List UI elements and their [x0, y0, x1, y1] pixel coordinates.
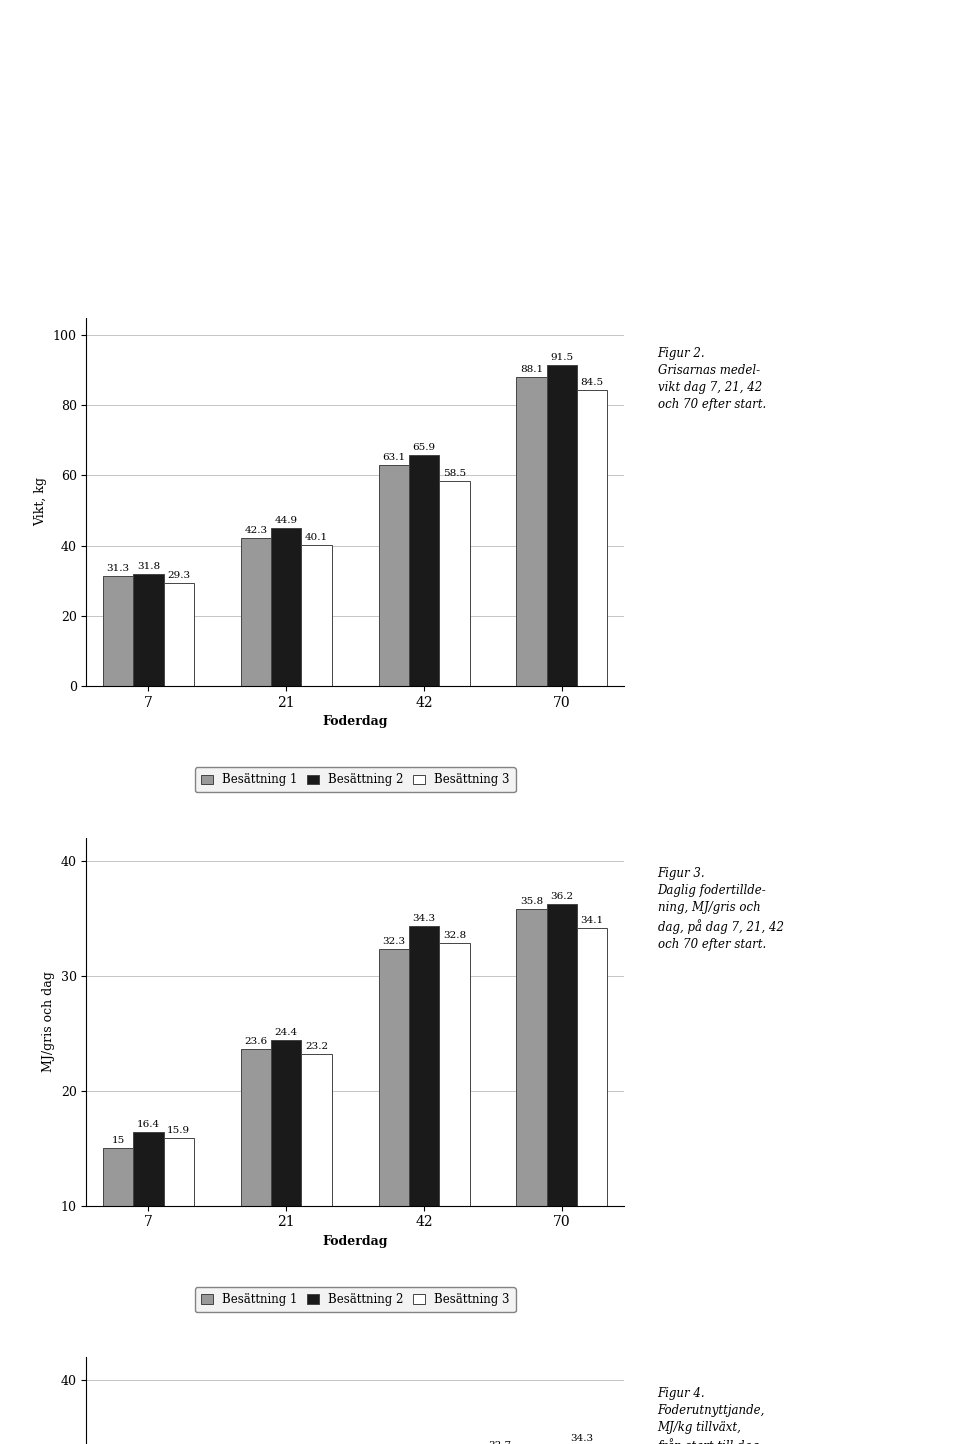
Text: 88.1: 88.1 [520, 365, 543, 374]
Text: 32.3: 32.3 [382, 937, 405, 946]
Text: 31.3: 31.3 [107, 565, 130, 573]
Text: 84.5: 84.5 [581, 378, 604, 387]
Text: 23.6: 23.6 [245, 1037, 268, 1047]
Text: 16.4: 16.4 [137, 1121, 160, 1129]
Legend: Besättning 1, Besättning 2, Besättning 3: Besättning 1, Besättning 2, Besättning 3 [195, 767, 516, 793]
Bar [301, 1054, 332, 1321]
Bar [241, 537, 271, 686]
Bar [163, 583, 194, 686]
Text: 34.3: 34.3 [413, 914, 436, 923]
Bar [409, 455, 440, 686]
Bar [133, 575, 163, 686]
Text: 91.5: 91.5 [550, 354, 573, 362]
Bar [378, 465, 409, 686]
Text: 29.3: 29.3 [167, 572, 190, 580]
Bar [516, 908, 547, 1321]
Bar [516, 377, 547, 686]
Bar [378, 949, 409, 1321]
Bar [577, 390, 608, 686]
Text: 34.3: 34.3 [570, 1434, 593, 1443]
Text: 32.8: 32.8 [443, 931, 466, 940]
Text: 63.1: 63.1 [382, 452, 405, 462]
Text: 35.8: 35.8 [520, 897, 543, 905]
X-axis label: Foderdag: Foderdag [323, 715, 388, 728]
Bar [271, 529, 301, 686]
Text: Figur 4.
Foderutnyttjande,
MJ/kg tillväxt,
från start till dag
21, 42 och 70.: Figur 4. Foderutnyttjande, MJ/kg tillväx… [658, 1386, 765, 1444]
Bar [271, 1040, 301, 1321]
Bar [577, 928, 608, 1321]
Text: 15.9: 15.9 [167, 1126, 190, 1135]
Y-axis label: Vikt, kg: Vikt, kg [35, 478, 47, 526]
Bar [440, 481, 469, 686]
X-axis label: Foderdag: Foderdag [323, 1235, 388, 1248]
Text: Figur 3.
Daglig fodertillde-
ning, MJ/gris och
dag, på dag 7, 21, 42
och 70 efte: Figur 3. Daglig fodertillde- ning, MJ/gr… [658, 866, 783, 950]
Legend: Besättning 1, Besättning 2, Besättning 3: Besättning 1, Besättning 2, Besättning 3 [195, 1287, 516, 1313]
Bar [133, 1132, 163, 1321]
Text: 36.2: 36.2 [550, 892, 573, 901]
Bar [163, 1138, 194, 1321]
Bar [547, 904, 577, 1321]
Bar [440, 943, 469, 1321]
Text: 42.3: 42.3 [245, 526, 268, 534]
Text: 34.1: 34.1 [581, 917, 604, 926]
Text: 65.9: 65.9 [413, 443, 436, 452]
Text: 23.2: 23.2 [305, 1043, 328, 1051]
Text: 31.8: 31.8 [137, 562, 160, 572]
Bar [409, 926, 440, 1321]
Text: 40.1: 40.1 [305, 533, 328, 543]
Text: 15: 15 [111, 1136, 125, 1145]
Bar [241, 1050, 271, 1321]
Bar [547, 365, 577, 686]
Bar [103, 1148, 133, 1321]
Bar [103, 576, 133, 686]
Text: Figur 2.
Grisarnas medel-
vikt dag 7, 21, 42
och 70 efter start.: Figur 2. Grisarnas medel- vikt dag 7, 21… [658, 347, 766, 412]
Bar [301, 546, 332, 686]
Text: 24.4: 24.4 [275, 1028, 298, 1037]
Text: 58.5: 58.5 [443, 469, 466, 478]
Text: 33.7: 33.7 [489, 1441, 512, 1444]
Y-axis label: MJ/gris och dag: MJ/gris och dag [42, 972, 55, 1071]
Text: 44.9: 44.9 [275, 517, 298, 526]
